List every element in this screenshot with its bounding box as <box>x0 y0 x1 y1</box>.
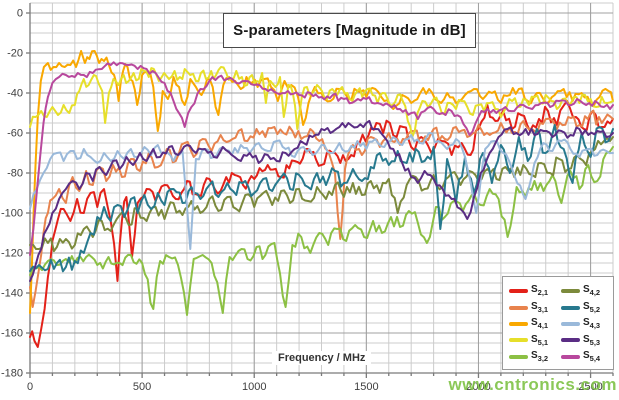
series-line-S41 <box>29 50 614 314</box>
legend-swatch <box>509 305 528 310</box>
legend-label: S3,1 <box>531 300 549 314</box>
y-tick-label: -60 <box>7 128 23 140</box>
legend-label: S5,3 <box>583 333 601 347</box>
y-tick-label: -40 <box>7 88 23 100</box>
x-tick-label: 500 <box>133 381 151 393</box>
legend-label: S4,2 <box>583 284 601 298</box>
legend-swatch <box>561 305 580 310</box>
legend-swatch <box>509 338 528 343</box>
series-line-S54 <box>29 61 614 256</box>
series-line-S21 <box>29 100 614 348</box>
y-tick-labels: 0 -20 -40 -60 -80 -100 -120 -140 -160 -180 <box>1 8 23 380</box>
legend-label: S4,3 <box>583 317 601 331</box>
legend-entry-S52: S5,2 <box>561 299 613 315</box>
legend-entry-S42: S4,2 <box>561 283 613 299</box>
series-line-S51 <box>29 66 614 138</box>
legend-entry-S31: S3,1 <box>509 299 561 315</box>
legend-entry-S32: S3,2 <box>509 349 561 365</box>
y-tick-label: -160 <box>1 328 23 340</box>
y-tick-label: -20 <box>7 48 23 60</box>
major-grid <box>29 3 613 374</box>
series-line-S53 <box>29 119 614 282</box>
legend-label: S5,4 <box>583 350 601 363</box>
series-line-S31 <box>29 109 614 308</box>
legend-entry-S43: S4,3 <box>561 316 613 332</box>
legend-entry-S21: S2,1 <box>509 283 561 299</box>
legend-label: S3,2 <box>531 350 549 363</box>
x-tick-label: 2500 <box>578 381 602 393</box>
legend-swatch <box>509 321 528 326</box>
legend-swatch <box>561 289 580 294</box>
legend-entry-S41: S4,1 <box>509 316 561 332</box>
legend-label: S5,1 <box>531 333 549 347</box>
legend-swatch <box>561 321 580 326</box>
x-tick-label: 1500 <box>354 381 378 393</box>
x-tick-label: 1000 <box>242 381 266 393</box>
legend-swatch <box>509 354 528 359</box>
x-axis-title: Frequency / MHz <box>272 351 372 365</box>
x-tick-labels: 0 500 1000 1500 2000 2500 <box>27 381 603 393</box>
series-line-S32 <box>29 146 614 316</box>
legend-entries: S2,1 S3,1 S4,1 S5,1 S3,2 S4,2 S5,2 S4,3 S5,3 S5,4 <box>509 283 613 365</box>
y-tick-label: 0 <box>17 8 23 20</box>
series-line-S42 <box>29 136 614 253</box>
y-tick-label: -180 <box>1 368 23 380</box>
watermark: www.cntronics.com <box>448 375 617 394</box>
legend-label: S2,1 <box>531 284 549 298</box>
legend-swatch <box>509 289 528 294</box>
legend-entry-S54: S5,4 <box>561 349 613 365</box>
chart-title-box: S-parameters [Magnitude in dB] <box>223 13 476 48</box>
chart-title: S-parameters [Magnitude in dB] <box>233 22 466 39</box>
legend-label: S5,2 <box>583 300 601 314</box>
y-tick-label: -100 <box>1 208 23 220</box>
y-tick-label: -140 <box>1 288 23 300</box>
x-tick-label: 2000 <box>466 381 490 393</box>
legend-label: S4,1 <box>531 317 549 331</box>
legend-swatch <box>561 354 580 359</box>
legend-entry-S51: S5,1 <box>509 332 561 348</box>
y-tick-label: -120 <box>1 248 23 260</box>
x-tick-label: 0 <box>27 381 33 393</box>
series-line-S52 <box>29 124 614 273</box>
legend-swatch <box>561 338 580 343</box>
y-tick-label: -80 <box>7 168 23 180</box>
legend-entry-S53: S5,3 <box>561 332 613 348</box>
legend: S2,1 S3,1 S4,1 S5,1 S3,2 S4,2 S5,2 S4,3 S5,3 S5,4 <box>502 276 614 370</box>
